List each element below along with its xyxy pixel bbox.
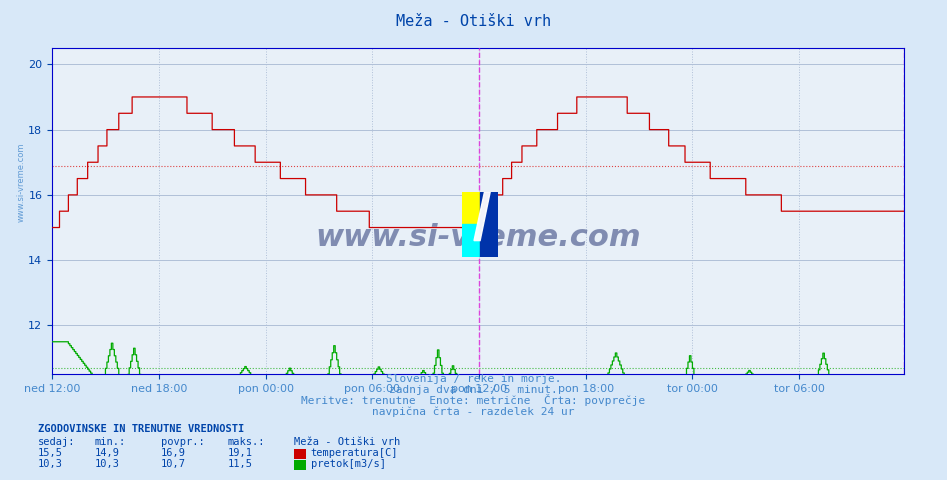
Text: Meža - Otiški vrh: Meža - Otiški vrh [294, 437, 400, 447]
Text: 10,3: 10,3 [95, 459, 119, 469]
Text: 16,9: 16,9 [161, 448, 186, 458]
Bar [462, 224, 480, 257]
Text: www.si-vreme.com: www.si-vreme.com [16, 143, 26, 222]
Text: navpična črta - razdelek 24 ur: navpična črta - razdelek 24 ur [372, 406, 575, 417]
Text: maks.:: maks.: [227, 437, 265, 447]
Text: 10,3: 10,3 [38, 459, 63, 469]
Text: 11,5: 11,5 [227, 459, 252, 469]
Text: Slovenija / reke in morje.: Slovenija / reke in morje. [385, 373, 562, 384]
Text: 10,7: 10,7 [161, 459, 186, 469]
Polygon shape [480, 192, 498, 257]
Text: 14,9: 14,9 [95, 448, 119, 458]
Text: Meža - Otiški vrh: Meža - Otiški vrh [396, 14, 551, 29]
Text: zadnja dva dni / 5 minut.: zadnja dva dni / 5 minut. [389, 384, 558, 395]
Text: sedaj:: sedaj: [38, 437, 76, 447]
Text: 15,5: 15,5 [38, 448, 63, 458]
Text: povpr.:: povpr.: [161, 437, 205, 447]
Polygon shape [474, 192, 491, 240]
Text: pretok[m3/s]: pretok[m3/s] [311, 459, 385, 469]
Text: www.si-vreme.com: www.si-vreme.com [315, 223, 641, 252]
Bar [462, 192, 480, 224]
Text: min.:: min.: [95, 437, 126, 447]
Text: temperatura[C]: temperatura[C] [311, 448, 398, 458]
Text: 19,1: 19,1 [227, 448, 252, 458]
Text: Meritve: trenutne  Enote: metrične  Črta: povprečje: Meritve: trenutne Enote: metrične Črta: … [301, 394, 646, 406]
Text: ZGODOVINSKE IN TRENUTNE VREDNOSTI: ZGODOVINSKE IN TRENUTNE VREDNOSTI [38, 424, 244, 434]
